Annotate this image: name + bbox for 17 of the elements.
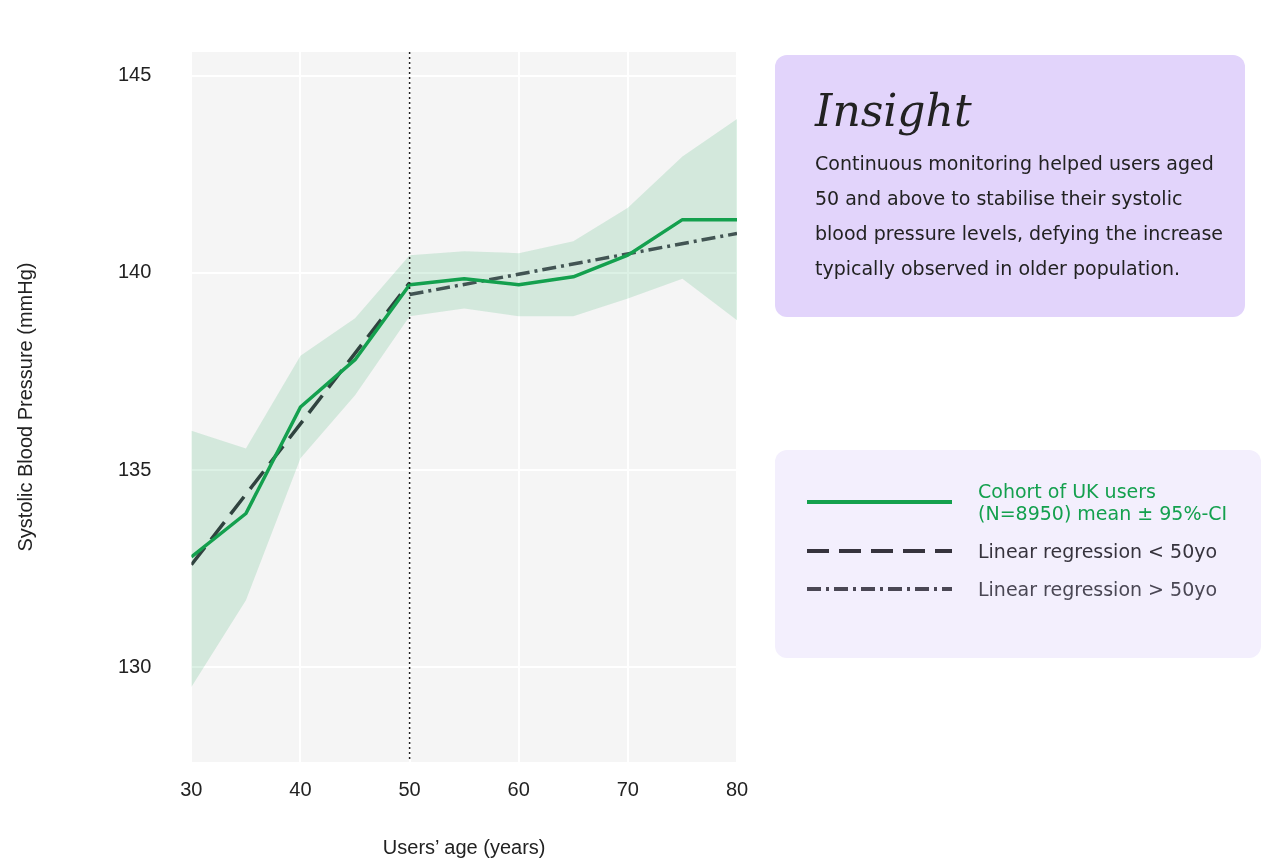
y-tick-label: 145 <box>117 63 152 86</box>
y-tick-label: 140 <box>117 260 152 283</box>
text: Linear regression < 50yo <box>978 540 1218 562</box>
x-tick-label: 80 <box>725 777 749 800</box>
x-tick-label: 70 <box>616 777 639 800</box>
text: Cohort of UK users (N=8950) mean ± 95%-CI <box>978 480 1229 524</box>
x-tick-label: 60 <box>507 777 530 800</box>
x-tick-label: 30 <box>180 777 203 800</box>
x-axis-title: Users’ age (years) <box>382 835 546 858</box>
x-tick-label: 40 <box>289 777 312 800</box>
text: Continuous monitoring helped users aged 50 and above to stabilise their systolic blood pressure levels, defying the increase typically observed in older population. <box>815 151 1225 281</box>
y-axis-title: Systolic Blood Pressure (mmHg) <box>13 262 36 552</box>
x-tick-label: 50 <box>398 777 421 800</box>
text: Insight <box>815 85 973 136</box>
y-tick-label: 130 <box>117 654 152 677</box>
text: Linear regression > 50yo <box>978 578 1218 600</box>
y-tick-label: 135 <box>117 457 152 480</box>
